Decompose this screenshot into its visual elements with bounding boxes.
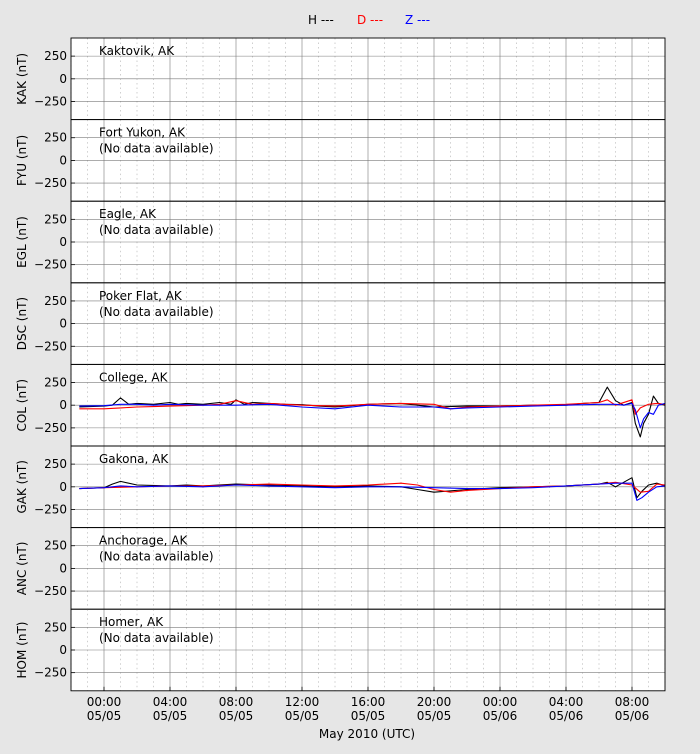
y-tick-label: −250 bbox=[34, 94, 67, 108]
x-tick-date-label: 05/06 bbox=[615, 709, 650, 723]
series-z-line bbox=[79, 402, 666, 429]
station-name-label: Eagle, AK bbox=[99, 207, 157, 221]
no-data-label: (No data available) bbox=[99, 550, 214, 564]
legend-item-d: D --- bbox=[357, 13, 383, 27]
x-tick-time-label: 00:00 bbox=[483, 695, 518, 709]
y-axis-label: KAK (nT) bbox=[15, 53, 29, 105]
y-tick-label: 250 bbox=[44, 212, 67, 226]
x-tick-date-label: 05/05 bbox=[285, 709, 320, 723]
x-tick-time-label: 04:00 bbox=[153, 695, 188, 709]
station-name-label: College, AK bbox=[99, 370, 169, 384]
y-tick-label: 250 bbox=[44, 131, 67, 145]
no-data-label: (No data available) bbox=[99, 305, 214, 319]
panel-egl: 250 0 −250 Eagle, AK (No data available) EGL … bbox=[15, 200, 666, 284]
x-tick-date-label: 05/05 bbox=[351, 709, 386, 723]
panel-kak: 250 0 −250 Kaktovik, AK KAK (nT) bbox=[15, 37, 666, 121]
y-tick-label: 250 bbox=[44, 376, 67, 390]
y-tick-label: −250 bbox=[34, 176, 67, 190]
x-tick-date-label: 05/05 bbox=[219, 709, 254, 723]
station-name-label: Poker Flat, AK bbox=[99, 289, 183, 303]
x-tick-date-label: 05/05 bbox=[87, 709, 122, 723]
no-data-label: (No data available) bbox=[99, 631, 214, 645]
y-tick-label: 250 bbox=[44, 294, 67, 308]
panel-dsc: 250 0 −250 Poker Flat, AK (No data available… bbox=[15, 282, 666, 365]
y-tick-label: 0 bbox=[59, 561, 67, 575]
legend-item-z: Z --- bbox=[405, 13, 430, 27]
y-tick-label: −250 bbox=[34, 258, 67, 272]
y-axis-label: DSC (nT) bbox=[15, 297, 29, 350]
y-tick-label: 0 bbox=[59, 317, 67, 331]
series-h-line bbox=[79, 477, 666, 499]
y-tick-label: 0 bbox=[59, 643, 67, 657]
y-tick-label: 250 bbox=[44, 49, 67, 63]
panel-gak: 250 0 −250 Gakona, AK GAK (nT) bbox=[15, 445, 666, 529]
x-tick-date-label: 05/05 bbox=[153, 709, 188, 723]
y-axis-label: COL (nT) bbox=[15, 379, 29, 432]
y-tick-label: −250 bbox=[34, 502, 67, 516]
y-tick-label: −250 bbox=[34, 666, 67, 680]
y-tick-label: 0 bbox=[59, 398, 67, 412]
y-tick-label: 0 bbox=[59, 153, 67, 167]
x-tick-time-label: 08:00 bbox=[219, 695, 254, 709]
y-axis-label: GAK (nT) bbox=[15, 460, 29, 514]
y-tick-label: 0 bbox=[59, 72, 67, 86]
series-z-line bbox=[79, 482, 666, 501]
station-name-label: Anchorage, AK bbox=[99, 534, 188, 548]
x-tick-date-label: 05/06 bbox=[483, 709, 518, 723]
series-d-line bbox=[79, 399, 666, 415]
station-name-label: Kaktovik, AK bbox=[99, 44, 175, 58]
y-axis-label: HOM (nT) bbox=[15, 622, 29, 679]
x-tick-time-label: 08:00 bbox=[615, 695, 650, 709]
legend-item-h: H --- bbox=[308, 13, 334, 27]
y-axis-label: ANC (nT) bbox=[15, 542, 29, 596]
x-tick-date-label: 05/05 bbox=[417, 709, 452, 723]
y-tick-label: 250 bbox=[44, 457, 67, 471]
y-tick-label: 0 bbox=[59, 235, 67, 249]
x-axis-title: May 2010 (UTC) bbox=[319, 727, 415, 741]
station-name-label: Gakona, AK bbox=[99, 452, 169, 466]
x-tick-time-label: 12:00 bbox=[285, 695, 320, 709]
x-tick-time-label: 00:00 bbox=[87, 695, 122, 709]
y-axis-label: EGL (nT) bbox=[15, 216, 29, 268]
y-tick-label: 250 bbox=[44, 539, 67, 553]
no-data-label: (No data available) bbox=[99, 142, 214, 156]
x-tick-time-label: 20:00 bbox=[417, 695, 452, 709]
panel-fyu: 250 0 −250 Fort Yukon, AK (No data available… bbox=[15, 119, 666, 202]
panel-hom: 250 0 −250 Homer, AK (No data available) HOM … bbox=[15, 608, 666, 692]
y-tick-label: −250 bbox=[34, 584, 67, 598]
x-tick-time-label: 16:00 bbox=[351, 695, 386, 709]
y-tick-label: −250 bbox=[34, 421, 67, 435]
station-name-label: Fort Yukon, AK bbox=[99, 126, 186, 140]
y-tick-label: 250 bbox=[44, 620, 67, 634]
no-data-label: (No data available) bbox=[99, 223, 214, 237]
x-tick-time-label: 04:00 bbox=[549, 695, 584, 709]
y-axis-label: FYU (nT) bbox=[15, 135, 29, 186]
y-tick-label: 0 bbox=[59, 480, 67, 494]
station-name-label: Homer, AK bbox=[99, 615, 164, 629]
y-tick-label: −250 bbox=[34, 339, 67, 353]
panel-anc: 250 0 −250 Anchorage, AK (No data available)… bbox=[15, 527, 666, 610]
x-tick-date-label: 05/06 bbox=[549, 709, 584, 723]
panel-col: 250 0 −250 College, AK COL (nT) bbox=[15, 363, 666, 447]
